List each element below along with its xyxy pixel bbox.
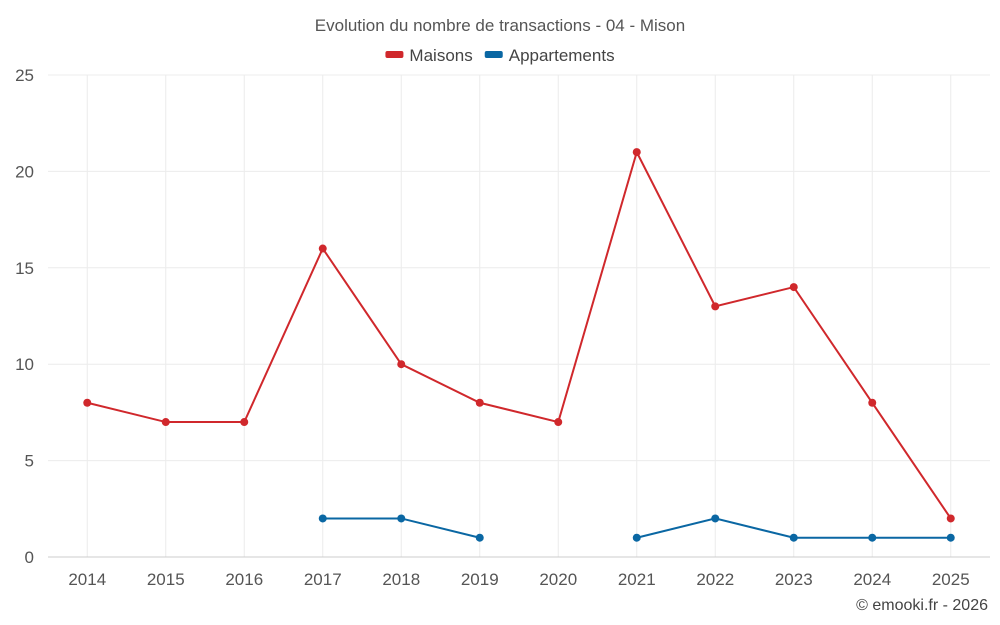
- x-tick-label: 2022: [696, 570, 734, 589]
- data-point[interactable]: [632, 533, 641, 542]
- x-tick-label: 2019: [461, 570, 499, 589]
- series-line: [87, 149, 952, 520]
- data-point[interactable]: [83, 398, 92, 407]
- data-point[interactable]: [318, 244, 327, 253]
- series-maisons: [83, 148, 955, 523]
- credit-text: © emooki.fr - 2026: [856, 597, 988, 614]
- data-point[interactable]: [554, 418, 563, 427]
- x-tick-label: 2020: [539, 570, 577, 589]
- legend-swatch: [385, 51, 404, 58]
- series-appartements: [318, 514, 955, 542]
- data-point[interactable]: [789, 283, 798, 292]
- data-point[interactable]: [868, 398, 877, 407]
- legend: Maisons Appartements: [385, 46, 615, 65]
- legend-item-appartements[interactable]: Appartements: [484, 46, 615, 65]
- x-tick-label: 2018: [382, 570, 420, 589]
- x-axis-ticks: 2014 2015 2016 2017 2018 2019 2020 2021 2022 2023…: [68, 570, 969, 589]
- data-point[interactable]: [240, 418, 249, 427]
- grid-lines: [48, 74, 990, 558]
- y-tick-label: 15: [15, 259, 34, 278]
- data-point[interactable]: [318, 514, 327, 523]
- data-point[interactable]: [632, 148, 641, 157]
- x-tick-label: 2021: [618, 570, 656, 589]
- data-point[interactable]: [789, 533, 798, 542]
- chart-title: Evolution du nombre de transactions - 04…: [315, 16, 685, 35]
- y-tick-label: 0: [25, 548, 34, 567]
- data-point[interactable]: [946, 533, 955, 542]
- data-point[interactable]: [397, 514, 406, 523]
- x-tick-label: 2023: [775, 570, 813, 589]
- x-tick-label: 2017: [304, 570, 342, 589]
- data-point[interactable]: [711, 514, 720, 523]
- legend-item-maisons[interactable]: Maisons: [385, 46, 473, 65]
- legend-label: Appartements: [509, 46, 615, 65]
- x-tick-label: 2024: [853, 570, 891, 589]
- x-tick-label: 2016: [225, 570, 263, 589]
- data-point[interactable]: [475, 533, 484, 542]
- y-tick-label: 25: [15, 66, 34, 85]
- data-point[interactable]: [868, 533, 877, 542]
- y-tick-label: 5: [25, 452, 34, 471]
- data-point[interactable]: [711, 302, 720, 311]
- data-point[interactable]: [397, 360, 406, 369]
- legend-label: Maisons: [409, 46, 472, 65]
- y-axis-ticks: 0 5 10 15 20 25: [15, 66, 34, 567]
- x-tick-label: 2025: [932, 570, 970, 589]
- x-tick-label: 2014: [68, 570, 106, 589]
- data-point[interactable]: [475, 398, 484, 407]
- data-point[interactable]: [161, 418, 170, 427]
- x-tick-label: 2015: [147, 570, 185, 589]
- y-tick-label: 10: [15, 355, 34, 374]
- data-point[interactable]: [946, 514, 955, 523]
- legend-swatch: [484, 51, 503, 58]
- y-tick-label: 20: [15, 162, 34, 181]
- series-group: [83, 148, 955, 542]
